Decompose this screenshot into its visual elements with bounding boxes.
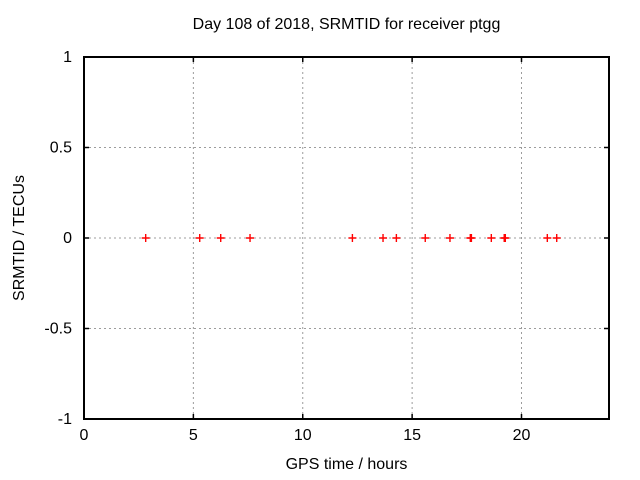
data-point-marker (543, 234, 552, 242)
x-tick-label: 15 (403, 427, 421, 444)
data-point-marker (246, 234, 255, 242)
data-point-marker (392, 234, 401, 242)
y-tick-label: -0.5 (44, 321, 72, 338)
x-tick-label: 5 (189, 427, 198, 444)
data-point-marker (216, 234, 225, 242)
data-point-marker (379, 234, 388, 242)
data-point-marker (467, 234, 476, 242)
data-point-marker (552, 234, 561, 242)
data-point-marker (141, 234, 150, 242)
data-point-marker (348, 234, 357, 242)
y-tick-label: 0 (63, 230, 72, 247)
x-tick-label: 10 (294, 427, 312, 444)
x-axis-title: GPS time / hours (285, 456, 408, 473)
data-point-marker (501, 234, 510, 242)
data-point-marker (487, 234, 496, 242)
y-tick-label: 0.5 (50, 140, 72, 157)
chart-title: Day 108 of 2018, SRMTID for receiver ptg… (192, 16, 501, 33)
data-point-marker (195, 234, 204, 242)
y-tick-label: -1 (58, 411, 72, 428)
data-point-marker (421, 234, 430, 242)
x-tick-label: 0 (80, 427, 89, 444)
x-tick-label: 20 (513, 427, 531, 444)
y-tick-label: 1 (63, 49, 72, 66)
data-point-marker (445, 234, 454, 242)
